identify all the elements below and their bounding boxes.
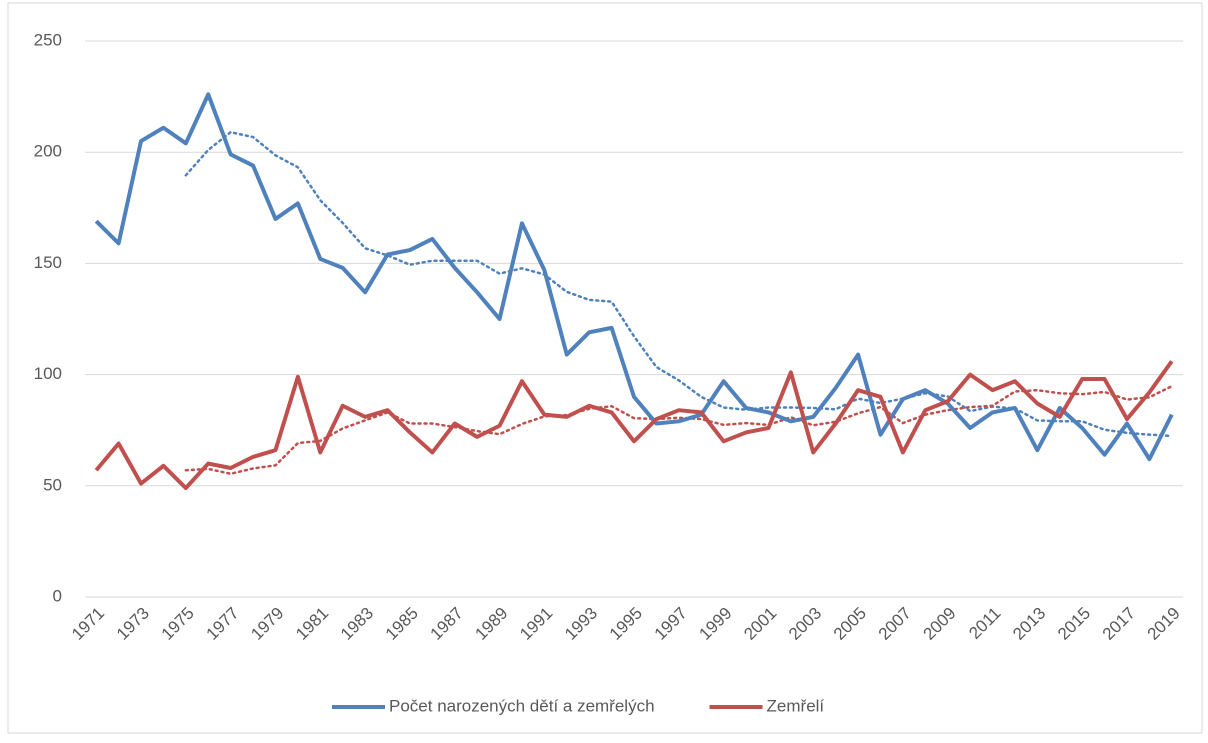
y-tick-label: 0 — [53, 586, 62, 605]
series-line — [94, 92, 1174, 462]
y-tick-label: 50 — [43, 475, 62, 494]
legend-label: Zemřelí — [767, 696, 825, 715]
trendline — [184, 384, 1174, 476]
legend-label: Počet narozených dětí a zemřelých — [389, 696, 655, 715]
chart-border — [7, 2, 1203, 734]
series-line — [94, 360, 1174, 491]
trendline — [184, 130, 1174, 438]
y-tick-label: 150 — [34, 253, 62, 272]
y-tick-label: 250 — [34, 30, 62, 49]
y-tick-label: 200 — [34, 142, 62, 161]
y-tick-label: 100 — [34, 364, 62, 383]
